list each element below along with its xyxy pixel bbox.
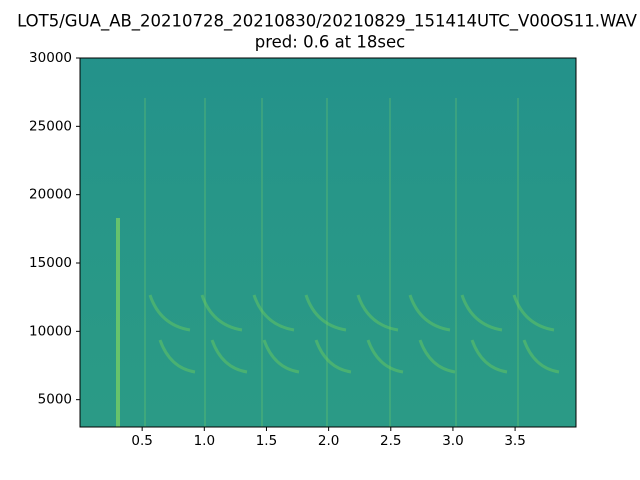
whistle [262, 339, 300, 374]
spectrogram-shade [80, 58, 576, 427]
whistle [210, 339, 248, 374]
y-tick-label: 10000 [29, 323, 72, 339]
whistle [408, 294, 451, 332]
whistle [314, 339, 352, 374]
x-tick-label: 2.0 [318, 433, 339, 449]
whistle [366, 339, 404, 374]
whistle [470, 339, 508, 374]
x-tick-label: 1.0 [194, 433, 215, 449]
chart-subtitle: pred: 0.6 at 18sec [255, 33, 405, 52]
whistle [460, 294, 503, 332]
whistle [148, 294, 191, 332]
whistle [418, 339, 456, 374]
x-tick-label: 3.0 [442, 433, 463, 449]
y-tick-label: 25000 [29, 118, 72, 134]
x-tick-label: 2.5 [380, 433, 401, 449]
whistle [304, 294, 347, 332]
whistle [200, 294, 243, 332]
x-tick-label: 1.5 [256, 433, 277, 449]
chart-title: LOT5/GUA_AB_20210728_20210830/20210829_1… [17, 12, 638, 32]
y-tick-label: 20000 [29, 187, 72, 203]
whistle [158, 339, 196, 374]
y-tick-label: 30000 [29, 50, 72, 66]
whistle [356, 294, 399, 332]
plot-frame [79, 57, 577, 428]
x-tick-label: 0.5 [131, 433, 152, 449]
whistle [512, 294, 555, 332]
whistle [522, 339, 560, 374]
whistle [252, 294, 295, 332]
x-tick-label: 3.5 [504, 433, 525, 449]
y-tick-label: 15000 [29, 255, 72, 271]
y-tick-label: 5000 [38, 392, 72, 408]
